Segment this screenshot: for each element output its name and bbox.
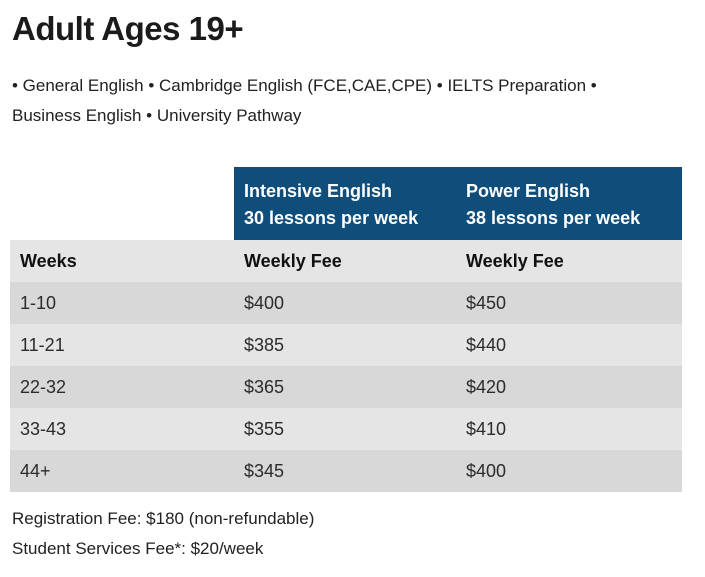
cell-weeks: 33-43 (20, 418, 67, 439)
table-body: 1-10 $400 $450 11-21 $385 $440 22-32 $36… (10, 282, 682, 492)
cell-power-fee: $410 (466, 418, 507, 439)
cell-intensive-fee: $365 (244, 376, 285, 397)
cell-intensive-fee: $355 (244, 418, 285, 439)
cell-intensive-fee: $385 (244, 334, 285, 355)
column-header-title: Intensive English (244, 181, 393, 201)
cell-power-fee: $420 (466, 376, 507, 397)
cell-weeks: 1-10 (20, 292, 57, 313)
cell-power-fee: $400 (466, 460, 507, 481)
column-header-subtitle: 38 lessons per week (466, 208, 641, 228)
table-row: 11-21 $385 $440 (10, 324, 682, 366)
table-row: 1-10 $400 $450 (10, 282, 682, 324)
adult-pricing-section: Adult Ages 19+ • General English • Cambr… (0, 10, 705, 577)
cell-weeks: 44+ (20, 460, 51, 481)
footnotes: Registration Fee: $180 (non-refundable) … (12, 504, 705, 564)
column-header-intensive-english: Intensive English 30 lessons per week (234, 167, 456, 240)
header-spacer-cell (10, 167, 234, 240)
footnote-student-services-fee: Student Services Fee*: $20/week (12, 539, 264, 558)
cell-weeks: 11-21 (20, 334, 65, 355)
subheader-weekly-fee-intensive: Weekly Fee (244, 250, 342, 271)
column-group-header-row: Intensive English 30 lessons per week Po… (10, 167, 682, 240)
cell-power-fee: $450 (466, 292, 507, 313)
column-header-power-english: Power English 38 lessons per week (456, 167, 682, 240)
pricing-table: Intensive English 30 lessons per week Po… (10, 167, 682, 492)
cell-weeks: 22-32 (20, 376, 67, 397)
cell-power-fee: $440 (466, 334, 507, 355)
footnote-registration-fee: Registration Fee: $180 (non-refundable) (12, 509, 315, 528)
cell-intensive-fee: $345 (244, 460, 285, 481)
subheader-weeks: Weeks (20, 250, 77, 271)
table-row: 22-32 $365 $420 (10, 366, 682, 408)
table-row: 33-43 $355 $410 (10, 408, 682, 450)
subheader-weekly-fee-power: Weekly Fee (466, 250, 564, 271)
programs-list: • General English • Cambridge English (F… (12, 76, 597, 125)
subheader-row: Weeks Weekly Fee Weekly Fee (10, 240, 682, 282)
page-title: Adult Ages 19+ (12, 10, 244, 47)
cell-intensive-fee: $400 (244, 292, 285, 313)
column-header-subtitle: 30 lessons per week (244, 208, 419, 228)
table-row: 44+ $345 $400 (10, 450, 682, 492)
column-header-title: Power English (466, 181, 591, 201)
